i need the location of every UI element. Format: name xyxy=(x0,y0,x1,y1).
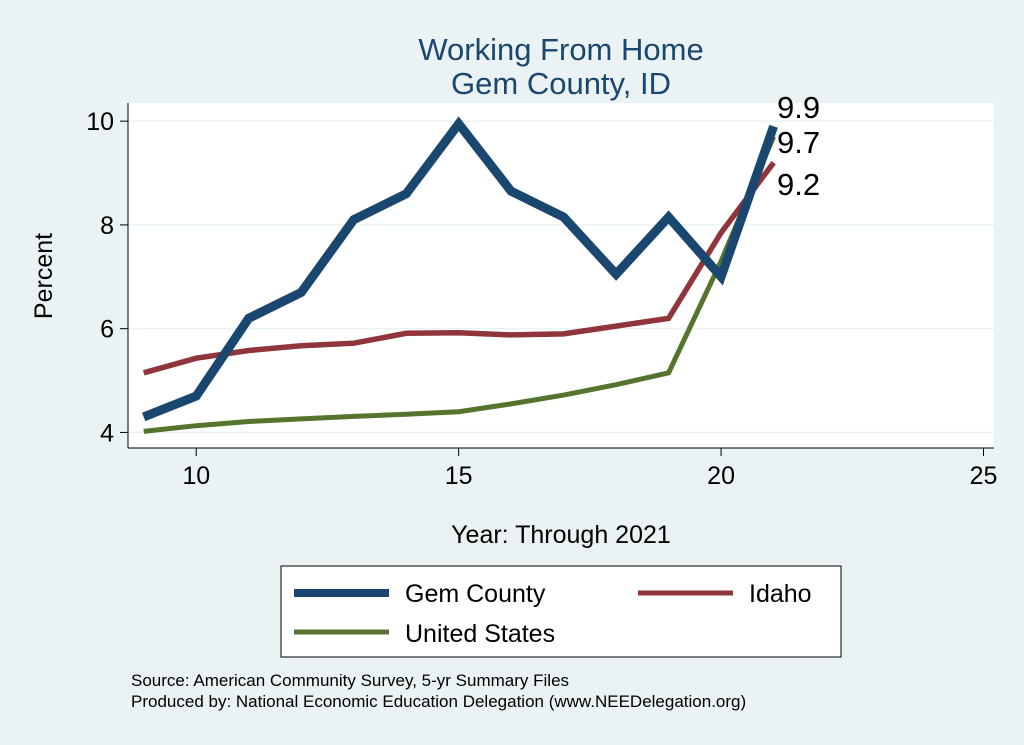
legend-label-united-states: United States xyxy=(405,620,555,648)
gridlines xyxy=(128,120,994,434)
x-axis-label: Year: Through 2021 xyxy=(451,521,671,549)
plot-area xyxy=(128,103,994,448)
legend-box xyxy=(280,565,842,658)
end-labels: 9.99.7 9.2 xyxy=(777,90,820,202)
series-line-gem-county xyxy=(142,116,778,422)
y-tick-label-6: 6 xyxy=(100,316,114,344)
end-label-united-states: 9.7 xyxy=(777,125,820,160)
footer: Source: American Community Survey, 5-yr … xyxy=(131,670,746,712)
end-label-gem-county: 9.9 xyxy=(777,90,820,125)
legend: Gem County Idaho United States xyxy=(280,565,842,658)
y-axis-label: Percent xyxy=(30,233,58,319)
x-tick-label-25: 25 xyxy=(970,462,998,490)
chart-subtitle: Gem County, ID xyxy=(451,66,671,101)
y-axis-ticks: 4 6 8 10 xyxy=(86,108,128,447)
series-line-united-states xyxy=(143,135,776,434)
legend-label-idaho: Idaho xyxy=(749,580,812,608)
source-note: Source: American Community Survey, 5-yr … xyxy=(131,671,570,690)
y-tick-label-10: 10 xyxy=(86,108,114,136)
series-line-idaho xyxy=(142,161,776,376)
end-label-idaho: 9.2 xyxy=(777,167,820,202)
producer-note: Produced by: National Economic Education… xyxy=(131,692,747,711)
x-tick-label-10: 10 xyxy=(182,462,210,490)
x-axis-ticks: 10 15 20 25 xyxy=(182,448,997,490)
legend-label-gem-county: Gem County xyxy=(405,580,546,608)
series-lines xyxy=(142,116,778,434)
chart-title: Working From Home xyxy=(418,32,703,67)
x-tick-label-15: 15 xyxy=(445,462,473,490)
y-tick-label-8: 8 xyxy=(100,212,114,240)
y-tick-label-4: 4 xyxy=(100,419,114,447)
x-tick-label-20: 20 xyxy=(707,462,735,490)
